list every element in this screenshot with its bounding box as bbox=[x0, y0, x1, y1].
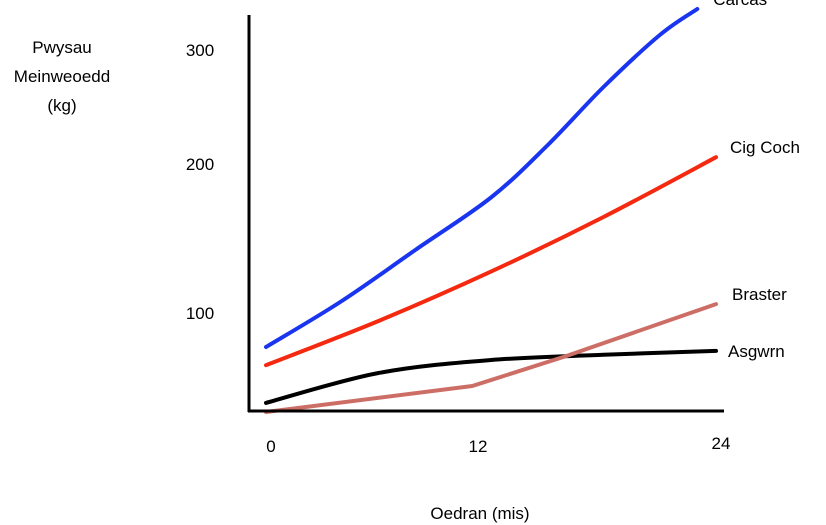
y-tick-300: 300 bbox=[186, 41, 214, 60]
x-tick-12: 12 bbox=[469, 437, 488, 456]
series-line-cig-coch bbox=[264, 155, 718, 368]
y-axis-label-line-3: (kg) bbox=[47, 96, 76, 115]
x-tick-24: 24 bbox=[712, 434, 731, 453]
series-label-carcas: Carcas bbox=[713, 0, 767, 9]
y-axis-label: Pwysau Meinweoedd (kg) bbox=[14, 38, 110, 115]
y-tick-100: 100 bbox=[186, 304, 214, 323]
series-layer bbox=[264, 7, 718, 414]
series-line-carcas bbox=[264, 7, 700, 349]
series-line-asgwrn bbox=[264, 348, 718, 405]
series-line-braster bbox=[264, 302, 718, 414]
x-ticks: 0 12 24 bbox=[266, 434, 730, 456]
x-tick-0: 0 bbox=[266, 437, 275, 456]
series-label-braster: Braster bbox=[732, 285, 787, 304]
series-labels: Carcas Cig Coch Asgwrn Braster bbox=[713, 0, 800, 361]
y-axis-label-line-2: Meinweoedd bbox=[14, 67, 110, 86]
x-axis-label: Oedran (mis) bbox=[430, 504, 529, 523]
series-label-asgwrn: Asgwrn bbox=[728, 342, 785, 361]
y-tick-200: 200 bbox=[186, 155, 214, 174]
y-axis-label-line-1: Pwysau bbox=[32, 38, 92, 57]
y-ticks: 100 200 300 bbox=[186, 41, 214, 323]
series-label-cig-coch: Cig Coch bbox=[730, 138, 800, 157]
